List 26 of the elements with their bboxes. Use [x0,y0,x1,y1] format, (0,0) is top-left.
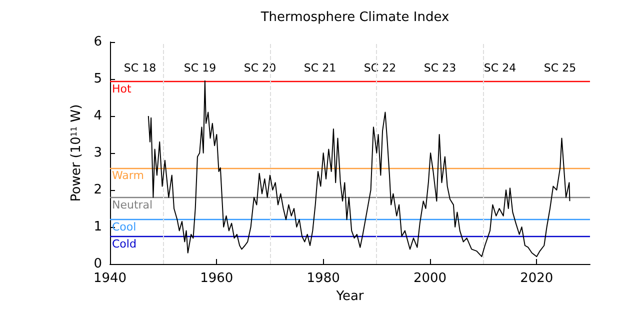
x-tick-label: 2020 [520,271,554,286]
chart-title: Thermosphere Climate Index [260,10,450,25]
annotation: SC 25 [544,62,576,74]
ref-line-label: Warm [112,168,144,182]
ref-line-label: Cold [112,237,136,250]
x-tick-label: 1960 [200,271,234,286]
x-tick-label: 1940 [93,271,127,286]
y-tick-label: 3 [94,146,102,160]
x-tick-label: 1980 [306,271,340,286]
y-axis-title: Power (1011 W) [68,104,84,202]
x-tick-label: 2000 [413,271,447,286]
ref-line-label: Cool [112,220,136,234]
y-tick-label: 4 [94,108,102,124]
x-axis-title: Year [335,288,364,304]
annotation: SC 21 [304,62,336,74]
annotation: SC 23 [424,62,456,74]
annotation: SC 18 [124,62,156,74]
annotation: SC 19 [184,62,216,74]
y-tick-label: 2 [94,182,102,198]
y-tick-label: 0 [94,256,102,272]
ref-line-label: Neutral [112,198,153,212]
y-tick-label: 1 [94,220,102,234]
annotation: SC 24 [484,62,516,74]
y-tick-label: 5 [94,72,102,86]
y-tick-label: 6 [94,34,102,50]
ref-line-label: Hot [112,82,132,96]
